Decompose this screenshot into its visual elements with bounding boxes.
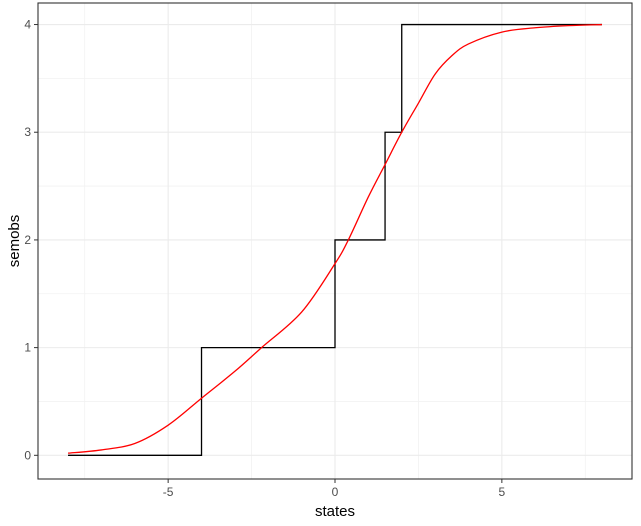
- x-tick-label: -5: [163, 485, 174, 499]
- y-tick-label: 4: [24, 18, 31, 32]
- y-tick-label: 1: [24, 341, 31, 355]
- x-tick-label: 0: [332, 485, 339, 499]
- ticks: -5 0 5 0 1 2 3 4: [24, 18, 505, 499]
- x-tick-label: 5: [499, 485, 506, 499]
- fitted-curve: [67, 23, 602, 454]
- step-line: [68, 23, 602, 456]
- series-layer: [67, 23, 602, 456]
- y-tick-label: 0: [24, 448, 31, 462]
- x-axis-label: states: [315, 503, 355, 520]
- y-tick-label: 3: [24, 125, 31, 139]
- y-axis-label: semobs: [6, 215, 23, 268]
- y-tick-label: 2: [24, 233, 31, 247]
